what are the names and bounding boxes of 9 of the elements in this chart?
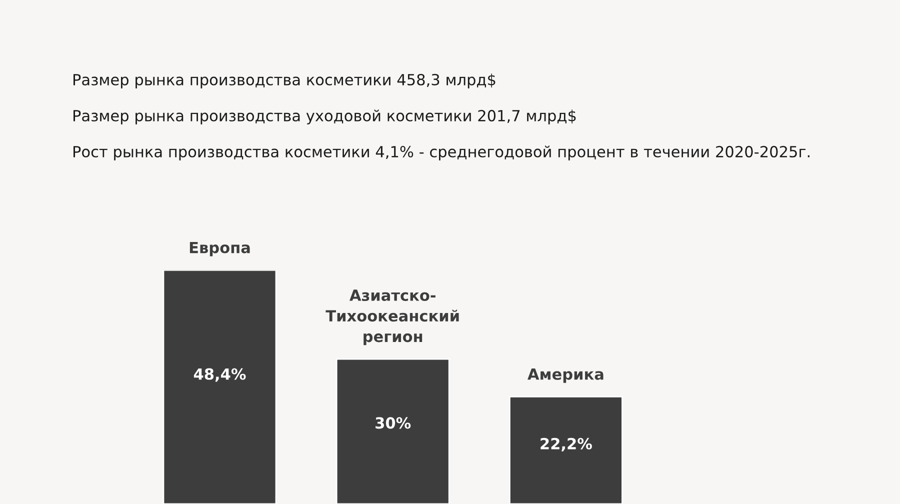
data-label: 30%	[376, 417, 411, 429]
x-tick-label: Азиатско- Тихоокеанский регион	[326, 290, 459, 346]
text: Размер рынка производства косметики 458,3 млрд$	[74, 74, 496, 88]
x-tick-label: Америка	[528, 368, 604, 383]
data-label: 48,4%	[194, 368, 246, 382]
x-tick-label: Европа	[190, 242, 250, 256]
text: Рост рынка производства косметики 4,1% - среднегодовой процент в течении 2020-2025г.	[74, 146, 810, 160]
text: Размер рынка производства уходовой косметики 201,7 млрд$	[74, 110, 576, 124]
data-label: 22,2%	[540, 438, 592, 452]
